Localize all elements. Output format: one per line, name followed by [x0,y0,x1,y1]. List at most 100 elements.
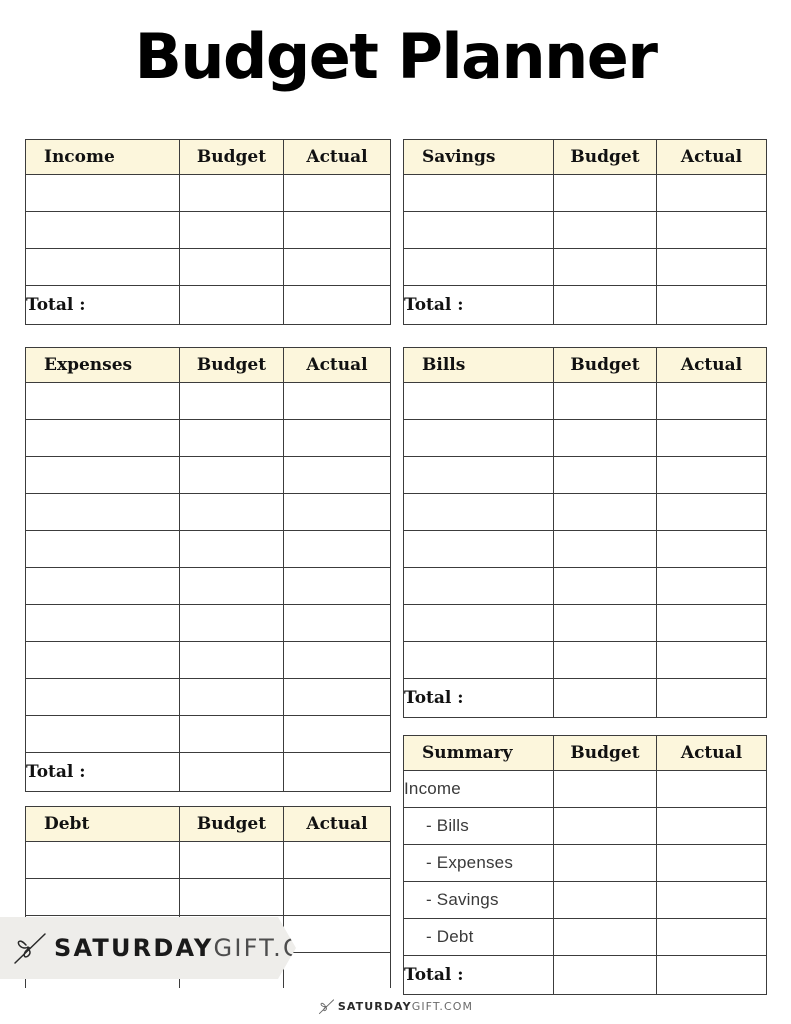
bills-table: Bills Budget Actual Total : [403,347,767,718]
table-total-row[interactable]: Total : [403,955,767,995]
bills-actual-cell[interactable] [656,530,767,568]
income-actual-cell[interactable] [283,174,391,212]
table-row[interactable] [25,419,391,457]
table-row[interactable] [403,174,767,212]
table-row[interactable] [403,382,767,420]
table-row[interactable]: - Bills [403,807,767,845]
expenses-budget-cell[interactable] [179,604,284,642]
summary-income-budget-cell[interactable] [553,770,657,808]
bills-actual-cell[interactable] [656,419,767,457]
income-total-budget-cell[interactable] [179,285,284,325]
expenses-actual-cell[interactable] [283,715,391,753]
table-row[interactable] [25,382,391,420]
table-row[interactable] [403,567,767,605]
savings-name-cell[interactable] [403,211,554,249]
expenses-budget-cell[interactable] [179,567,284,605]
bills-budget-cell[interactable] [553,382,657,420]
table-row[interactable] [25,567,391,605]
expenses-name-cell[interactable] [25,382,180,420]
debt-name-cell[interactable] [25,878,180,916]
table-row[interactable] [403,419,767,457]
table-total-row[interactable]: Total : [403,678,767,718]
expenses-actual-cell[interactable] [283,641,391,679]
bills-name-cell[interactable] [403,567,554,605]
savings-name-cell[interactable] [403,174,554,212]
savings-budget-cell[interactable] [553,174,657,212]
table-row[interactable] [25,174,391,212]
bills-actual-cell[interactable] [656,456,767,494]
summary-savings-actual-cell[interactable] [656,881,767,919]
table-row[interactable] [25,456,391,494]
income-actual-cell[interactable] [283,248,391,286]
expenses-budget-cell[interactable] [179,678,284,716]
table-row[interactable] [25,604,391,642]
expenses-actual-cell[interactable] [283,493,391,531]
summary-debt-budget-cell[interactable] [553,918,657,956]
debt-budget-cell[interactable] [179,841,284,879]
table-row[interactable]: - Expenses [403,844,767,882]
table-row[interactable] [25,641,391,679]
debt-actual-cell[interactable] [283,841,391,879]
expenses-total-budget-cell[interactable] [179,752,284,792]
table-row[interactable] [403,211,767,249]
debt-name-cell[interactable] [25,841,180,879]
income-name-cell[interactable] [25,174,180,212]
bills-budget-cell[interactable] [553,641,657,679]
bills-actual-cell[interactable] [656,382,767,420]
savings-actual-cell[interactable] [656,211,767,249]
bills-name-cell[interactable] [403,604,554,642]
table-row[interactable] [25,841,391,879]
debt-actual-cell[interactable] [283,952,391,988]
expenses-actual-cell[interactable] [283,530,391,568]
table-total-row[interactable]: Total : [403,285,767,325]
debt-actual-cell[interactable] [283,915,391,953]
table-row[interactable] [403,641,767,679]
expenses-budget-cell[interactable] [179,456,284,494]
table-row[interactable]: - Debt [403,918,767,956]
income-actual-cell[interactable] [283,211,391,249]
bills-name-cell[interactable] [403,419,554,457]
expenses-budget-cell[interactable] [179,530,284,568]
bills-budget-cell[interactable] [553,456,657,494]
savings-total-budget-cell[interactable] [553,285,657,325]
bills-total-budget-cell[interactable] [553,678,657,718]
table-row[interactable]: - Savings [403,881,767,919]
expenses-total-actual-cell[interactable] [283,752,391,792]
table-row[interactable] [403,456,767,494]
savings-actual-cell[interactable] [656,174,767,212]
table-row[interactable] [403,493,767,531]
summary-savings-budget-cell[interactable] [553,881,657,919]
expenses-name-cell[interactable] [25,604,180,642]
table-row[interactable] [25,878,391,916]
table-row[interactable] [403,604,767,642]
debt-budget-cell[interactable] [179,878,284,916]
bills-budget-cell[interactable] [553,604,657,642]
debt-actual-cell[interactable] [283,878,391,916]
table-row[interactable] [25,493,391,531]
expenses-budget-cell[interactable] [179,419,284,457]
table-row[interactable] [25,678,391,716]
expenses-name-cell[interactable] [25,493,180,531]
savings-total-actual-cell[interactable] [656,285,767,325]
savings-actual-cell[interactable] [656,248,767,286]
summary-expenses-budget-cell[interactable] [553,844,657,882]
expenses-actual-cell[interactable] [283,419,391,457]
bills-actual-header: Actual [656,347,767,383]
expenses-actual-cell[interactable] [283,604,391,642]
income-budget-cell[interactable] [179,211,284,249]
summary-total-actual-cell[interactable] [656,955,767,995]
table-row[interactable] [25,248,391,286]
expenses-name-cell[interactable] [25,567,180,605]
bills-name-cell[interactable] [403,530,554,568]
savings-total-label: Total : [403,285,554,325]
table-total-row[interactable]: Total : [25,285,391,325]
summary-expenses-actual-cell[interactable] [656,844,767,882]
table-row[interactable] [403,530,767,568]
bills-total-actual-cell[interactable] [656,678,767,718]
table-total-row[interactable]: Total : [25,752,391,792]
bills-name-cell[interactable] [403,456,554,494]
bills-name-cell[interactable] [403,641,554,679]
income-total-actual-cell[interactable] [283,285,391,325]
expenses-actual-cell[interactable] [283,678,391,716]
bills-name-cell[interactable] [403,493,554,531]
